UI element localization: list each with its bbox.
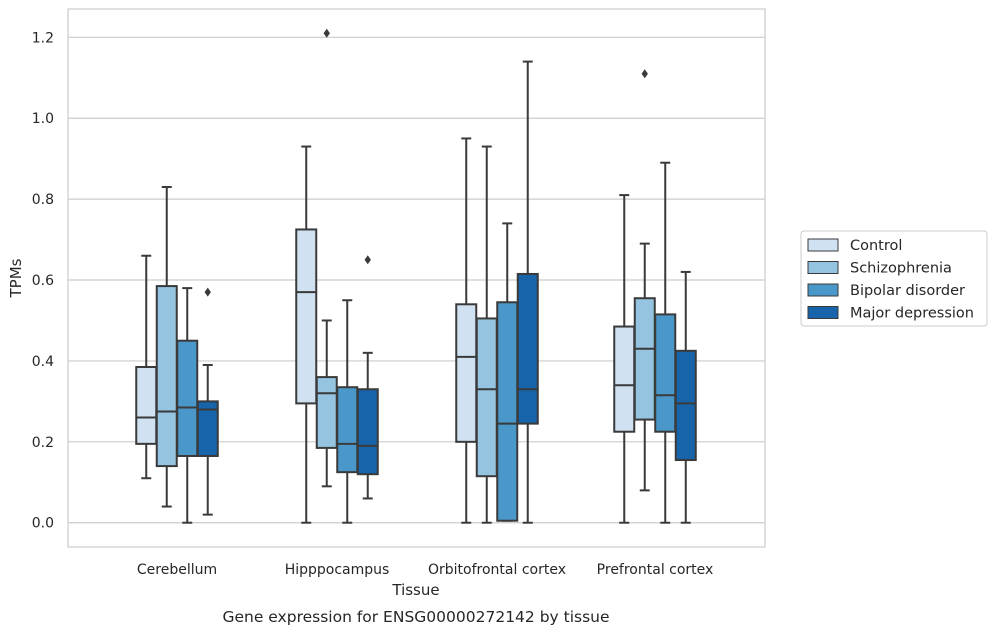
- figure-caption: Gene expression for ENSG00000272142 by t…: [222, 608, 609, 626]
- box-body: [455, 303, 478, 443]
- y-tick-label: 0.4: [32, 354, 54, 370]
- outlier-point: [641, 69, 648, 79]
- x-axis-title: Tissue: [391, 581, 439, 599]
- box-body: [196, 400, 219, 457]
- x-tick-label: Prefrontal cortex: [597, 562, 714, 578]
- box-bipolar-disorder: [336, 299, 359, 524]
- y-axis-title: TPMs: [7, 258, 25, 298]
- y-tick-label: 0.6: [32, 273, 54, 289]
- box-control: [135, 254, 158, 480]
- y-tick-label: 1.2: [32, 30, 54, 46]
- legend-label: Schizophrenia: [850, 261, 952, 277]
- box-control: [295, 145, 318, 524]
- box-body: [633, 297, 656, 421]
- box-schizophrenia: [475, 145, 498, 524]
- box-body: [613, 325, 636, 433]
- y-tick-label: 0.2: [32, 435, 54, 451]
- x-tick-label: Orbitofrontal cortex: [428, 562, 566, 578]
- legend-swatch: [807, 283, 839, 297]
- box-body: [654, 313, 677, 433]
- legend-swatch: [807, 238, 839, 252]
- y-tick-label: 0.0: [32, 516, 54, 532]
- x-axis-ticks: Cerebellum Hipppocampus Orbitofrontal cort…: [137, 562, 713, 578]
- outlier-point: [364, 255, 371, 265]
- y-axis-ticks: 0.0 0.2 0.4 0.6 0.8 1.0 1.2: [32, 30, 54, 531]
- box-body: [295, 228, 318, 405]
- legend-swatch: [807, 261, 839, 274]
- box-major-depression: [674, 270, 697, 524]
- legend-label: Control: [850, 238, 902, 254]
- legend-swatch: [807, 306, 839, 319]
- plot-area-frame: [67, 8, 766, 548]
- box-body: [356, 388, 379, 476]
- legend: Control Schizophrenia Bipolar disorder Majo…: [800, 230, 988, 327]
- box-body: [135, 365, 158, 445]
- box-bipolar-disorder: [496, 222, 519, 522]
- box-body: [315, 376, 338, 449]
- legend-label: Major depression: [850, 306, 974, 322]
- box-body: [674, 349, 697, 462]
- box-major-depression: [196, 287, 219, 516]
- box-control: [455, 137, 478, 524]
- outlier-point: [323, 28, 330, 38]
- box-body: [516, 272, 539, 425]
- box-bipolar-disorder: [176, 287, 199, 524]
- box-series-layer: [135, 28, 697, 524]
- y-tick-label: 1.0: [32, 111, 54, 127]
- box-body: [496, 301, 519, 522]
- box-major-depression: [516, 60, 539, 524]
- legend-label: Bipolar disorder: [850, 283, 965, 299]
- box-major-depression: [356, 255, 379, 500]
- box-bipolar-disorder: [654, 161, 677, 524]
- box-body: [176, 339, 199, 457]
- y-tick-label: 0.8: [32, 192, 54, 208]
- legend-frame: [800, 230, 988, 327]
- box-body: [475, 317, 498, 478]
- box-schizophrenia: [315, 28, 338, 488]
- box-body: [155, 285, 178, 468]
- box-control: [613, 194, 636, 524]
- box-body: [336, 386, 359, 474]
- x-tick-label: Cerebellum: [137, 562, 217, 578]
- box-schizophrenia: [155, 185, 178, 508]
- x-tick-label: Hipppocampus: [285, 562, 390, 578]
- outlier-point: [204, 287, 211, 297]
